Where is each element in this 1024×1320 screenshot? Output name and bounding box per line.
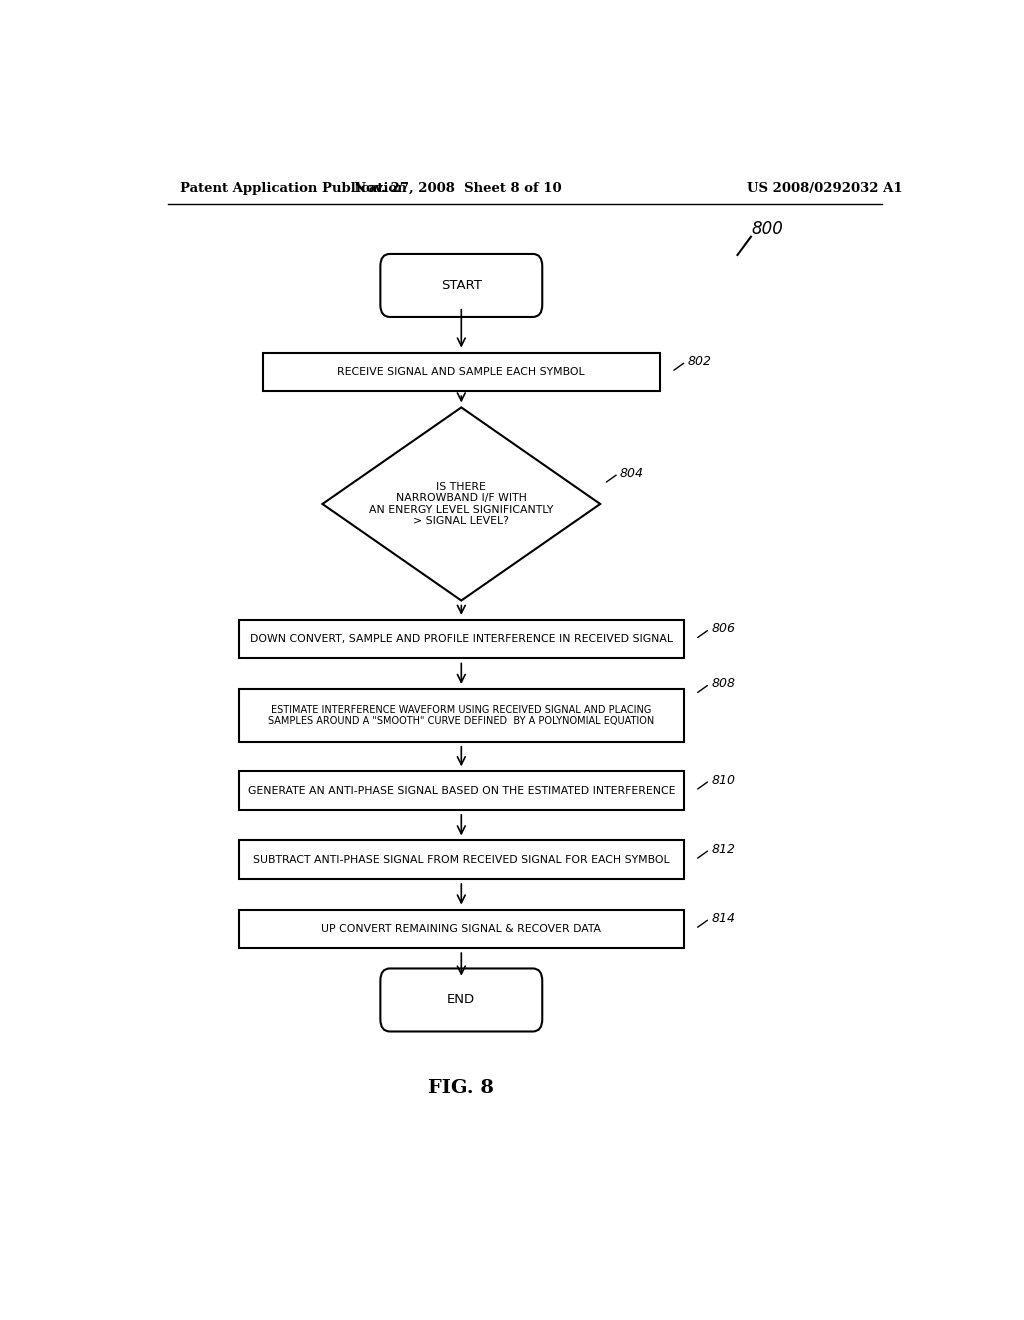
Text: Nov. 27, 2008  Sheet 8 of 10: Nov. 27, 2008 Sheet 8 of 10: [353, 182, 561, 195]
Bar: [239, 909, 684, 948]
Text: ESTIMATE INTERFERENCE WAVEFORM USING RECEIVED SIGNAL AND PLACING
SAMPLES AROUND : ESTIMATE INTERFERENCE WAVEFORM USING REC…: [268, 705, 654, 726]
Text: Patent Application Publication: Patent Application Publication: [179, 182, 407, 195]
Text: 814: 814: [712, 912, 735, 925]
Text: IS THERE
NARROWBAND I/F WITH
AN ENERGY LEVEL SIGNIFICANTLY
> SIGNAL LEVEL?: IS THERE NARROWBAND I/F WITH AN ENERGY L…: [369, 482, 554, 527]
Text: START: START: [441, 279, 481, 292]
Bar: [239, 771, 684, 810]
Bar: [239, 841, 684, 879]
Text: 804: 804: [620, 467, 644, 480]
Text: DOWN CONVERT, SAMPLE AND PROFILE INTERFERENCE IN RECEIVED SIGNAL: DOWN CONVERT, SAMPLE AND PROFILE INTERFE…: [250, 634, 673, 644]
Text: 808: 808: [712, 677, 735, 690]
Text: 806: 806: [712, 623, 735, 635]
FancyBboxPatch shape: [380, 253, 543, 317]
Bar: [239, 620, 684, 659]
Text: US 2008/0292032 A1: US 2008/0292032 A1: [748, 182, 902, 195]
Text: 800: 800: [751, 219, 783, 238]
FancyBboxPatch shape: [380, 969, 543, 1031]
Text: 802: 802: [687, 355, 712, 368]
Bar: [263, 352, 659, 391]
Text: 810: 810: [712, 774, 735, 787]
Text: END: END: [447, 994, 475, 1006]
Text: SUBTRACT ANTI-PHASE SIGNAL FROM RECEIVED SIGNAL FOR EACH SYMBOL: SUBTRACT ANTI-PHASE SIGNAL FROM RECEIVED…: [253, 855, 670, 865]
Polygon shape: [323, 408, 600, 601]
Bar: [239, 689, 684, 742]
Text: GENERATE AN ANTI-PHASE SIGNAL BASED ON THE ESTIMATED INTERFERENCE: GENERATE AN ANTI-PHASE SIGNAL BASED ON T…: [248, 785, 675, 796]
Text: UP CONVERT REMAINING SIGNAL & RECOVER DATA: UP CONVERT REMAINING SIGNAL & RECOVER DA…: [322, 924, 601, 933]
Text: RECEIVE SIGNAL AND SAMPLE EACH SYMBOL: RECEIVE SIGNAL AND SAMPLE EACH SYMBOL: [338, 367, 585, 376]
Text: 812: 812: [712, 843, 735, 857]
Text: FIG. 8: FIG. 8: [428, 1080, 495, 1097]
